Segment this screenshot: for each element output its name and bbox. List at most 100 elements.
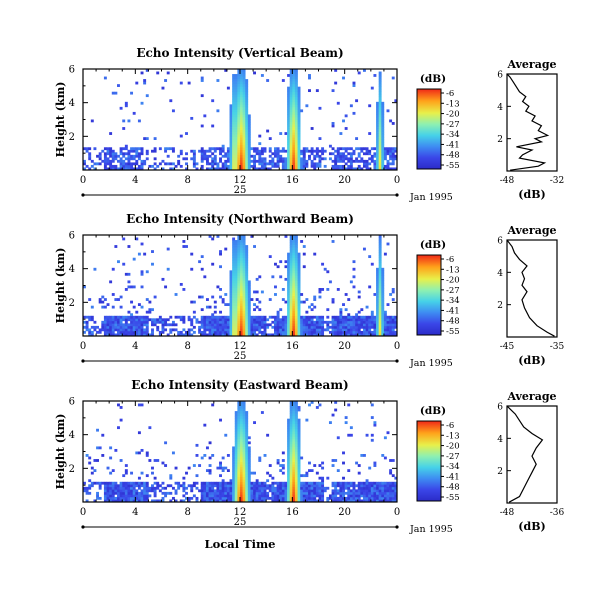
colorbar-tick-label: -20 bbox=[446, 442, 460, 452]
y-axis-label: Height (km) bbox=[54, 414, 67, 490]
x-tick-label: 20 bbox=[338, 507, 351, 518]
colorbar-tick-label: -6 bbox=[446, 421, 454, 431]
profile-frame bbox=[506, 239, 558, 338]
profile-line bbox=[506, 405, 544, 503]
x-tick-label: 4 bbox=[132, 175, 138, 186]
x-tick-label: 12 bbox=[234, 341, 247, 352]
colorbar-tick-label: -34 bbox=[446, 296, 460, 306]
date-day-label: 25 bbox=[234, 185, 247, 196]
date-axis-start bbox=[81, 193, 85, 197]
x-tick-label: 16 bbox=[286, 507, 299, 518]
x-tick-label: 4 bbox=[132, 507, 138, 518]
colorbar-tick-label: -13 bbox=[446, 99, 460, 109]
profile-x-axis-label: (dB) bbox=[518, 188, 545, 201]
colorbar-tick-label: -34 bbox=[446, 462, 460, 472]
colorbar-tick-label: -48 bbox=[446, 151, 460, 161]
echo-heatmap bbox=[83, 69, 398, 171]
profile-frame bbox=[506, 405, 558, 504]
colorbar-tick-label: -20 bbox=[446, 276, 460, 286]
colorbar bbox=[416, 88, 442, 170]
colorbar-tick-label: -27 bbox=[446, 120, 460, 130]
profile-y-tick-label: 6 bbox=[497, 71, 503, 81]
profile-title: Average bbox=[506, 58, 556, 71]
y-tick-label: 6 bbox=[69, 397, 75, 408]
colorbar-unit: (dB) bbox=[420, 239, 446, 251]
x-tick-label: 20 bbox=[338, 175, 351, 186]
chart-panel-0: Echo Intensity (Vertical Beam) 0 4 8 12 16 20 0… bbox=[54, 46, 564, 203]
x-tick-label: 16 bbox=[286, 341, 299, 352]
colorbar-tick-label: -13 bbox=[446, 265, 460, 275]
date-month-label: Jan 1995 bbox=[409, 524, 453, 535]
profile-x-tick-label: -45 bbox=[500, 342, 515, 352]
x-tick-label: 0 bbox=[80, 175, 86, 186]
colorbar-tick-label: -41 bbox=[446, 472, 460, 482]
chart-panel-2: Echo Intensity (Eastward Beam) 0 4 8 12 16 20 0… bbox=[54, 378, 565, 551]
colorbar-unit: (dB) bbox=[420, 73, 446, 85]
profile-y-tick-label: 4 bbox=[497, 269, 503, 279]
x-tick-label: 8 bbox=[184, 507, 190, 518]
colorbar-tick-label: -55 bbox=[446, 161, 460, 171]
colorbar-tick-label: -41 bbox=[446, 306, 460, 316]
profile-y-tick-label: 4 bbox=[497, 435, 503, 445]
colorbar bbox=[416, 254, 442, 336]
echo-heatmap bbox=[83, 401, 398, 503]
x-tick-label: 16 bbox=[286, 175, 299, 186]
y-tick-label: 2 bbox=[69, 132, 75, 143]
x-axis-label: Local Time bbox=[205, 537, 276, 551]
date-axis-start bbox=[81, 359, 85, 363]
colorbar-tick-label: -6 bbox=[446, 89, 454, 99]
colorbar-unit: (dB) bbox=[420, 405, 446, 417]
date-axis-start bbox=[81, 525, 85, 529]
colorbar-tick-label: -48 bbox=[446, 483, 460, 493]
colorbar-tick-label: -41 bbox=[446, 140, 460, 150]
colorbar bbox=[416, 420, 442, 502]
colorbar-tick-label: -27 bbox=[446, 452, 460, 462]
profile-y-tick-label: 6 bbox=[497, 403, 503, 413]
profile-y-tick-label: 4 bbox=[497, 103, 503, 113]
y-tick-label: 6 bbox=[69, 65, 75, 76]
colorbar-tick-label: -20 bbox=[446, 110, 460, 120]
colorbar-tick-label: -55 bbox=[446, 327, 460, 337]
profile-x-tick-label: -35 bbox=[550, 342, 565, 352]
y-axis-label: Height (km) bbox=[54, 82, 67, 158]
panel-title: Echo Intensity (Northward Beam) bbox=[126, 212, 354, 226]
panel-title: Echo Intensity (Eastward Beam) bbox=[131, 378, 348, 392]
y-tick-label: 2 bbox=[69, 298, 75, 309]
y-tick-label: 4 bbox=[69, 264, 75, 275]
date-month-label: Jan 1995 bbox=[409, 192, 453, 203]
x-tick-label: 8 bbox=[184, 341, 190, 352]
date-axis-end bbox=[395, 359, 399, 363]
profile-x-tick-label: -48 bbox=[500, 176, 515, 186]
colorbar-tick-label: -34 bbox=[446, 130, 460, 140]
x-tick-label: 4 bbox=[132, 341, 138, 352]
profile-x-tick-label: -48 bbox=[500, 508, 515, 518]
y-tick-label: 4 bbox=[69, 98, 75, 109]
profile-y-tick-label: 2 bbox=[497, 301, 503, 311]
x-tick-label: 0 bbox=[394, 507, 400, 518]
echo-heatmap bbox=[83, 235, 398, 337]
y-axis-label: Height (km) bbox=[54, 248, 67, 324]
chart-panel-1: Echo Intensity (Northward Beam)0 4 8 12 16 20… bbox=[54, 212, 565, 369]
profile-x-axis-label: (dB) bbox=[518, 354, 545, 367]
colorbar-tick-label: -6 bbox=[446, 255, 454, 265]
profile-title: Average bbox=[506, 390, 556, 403]
colorbar-tick-label: -55 bbox=[446, 493, 460, 503]
colorbar-tick-label: -48 bbox=[446, 317, 460, 327]
x-tick-label: 0 bbox=[80, 507, 86, 518]
profile-y-tick-label: 2 bbox=[497, 467, 503, 477]
profile-line bbox=[506, 73, 550, 171]
x-tick-label: 0 bbox=[394, 175, 400, 186]
date-axis-end bbox=[395, 193, 399, 197]
date-day-label: 25 bbox=[234, 517, 247, 528]
y-tick-label: 6 bbox=[69, 231, 75, 242]
date-month-label: Jan 1995 bbox=[409, 358, 453, 369]
profile-y-tick-label: 2 bbox=[497, 135, 503, 145]
x-tick-label: 8 bbox=[184, 175, 190, 186]
profile-title: Average bbox=[506, 224, 556, 237]
profile-x-axis-label: (dB) bbox=[518, 520, 545, 533]
panel-title: Echo Intensity (Vertical Beam) bbox=[136, 46, 343, 60]
colorbar-tick-label: -13 bbox=[446, 431, 460, 441]
profile-line bbox=[506, 239, 555, 337]
y-tick-label: 2 bbox=[69, 464, 75, 475]
date-axis-end bbox=[395, 525, 399, 529]
